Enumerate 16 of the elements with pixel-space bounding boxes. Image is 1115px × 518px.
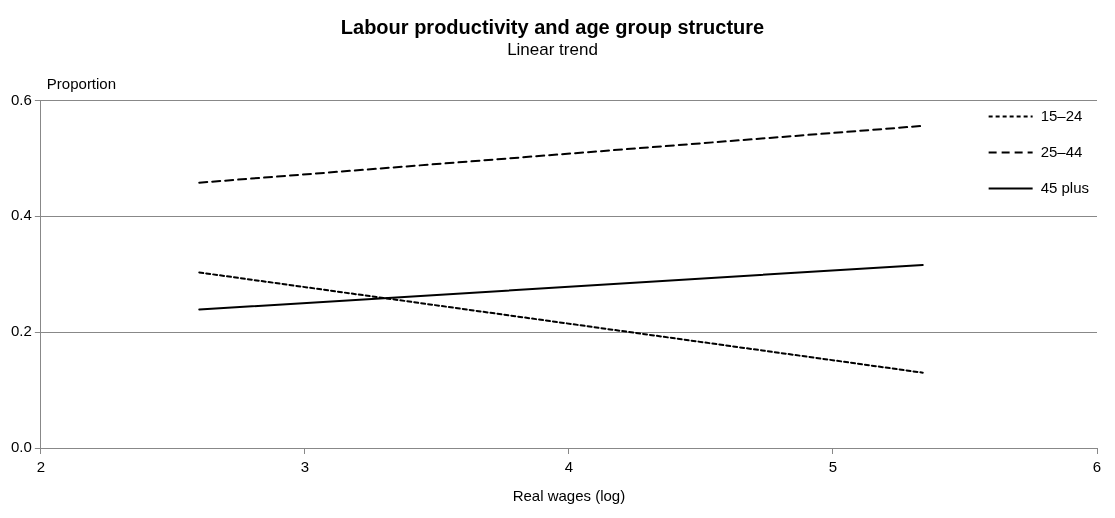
- legend-label: 25–44: [1040, 142, 1083, 160]
- x-tick-label: 5: [828, 457, 838, 475]
- x-tick-label: 2: [36, 457, 46, 475]
- y-tick-label: 0.0: [10, 438, 32, 456]
- y-tick-label: 0.2: [10, 322, 32, 340]
- legend-label: 15–24: [1040, 106, 1083, 124]
- y-tick-label: 0.6: [10, 90, 32, 108]
- y-tick-label: 0.4: [10, 206, 32, 224]
- legend-label: 45 plus: [1040, 178, 1090, 196]
- y-axis-title: Proportion: [46, 75, 117, 93]
- chart-subtitle: Linear trend: [507, 39, 598, 59]
- x-tick-label: 4: [564, 457, 574, 475]
- x-tick-label: 6: [1092, 457, 1102, 475]
- x-tick-label: 3: [300, 457, 310, 475]
- chart-title: Labour productivity and age group structure: [340, 15, 765, 38]
- x-axis-title: Real wages (log): [512, 487, 626, 505]
